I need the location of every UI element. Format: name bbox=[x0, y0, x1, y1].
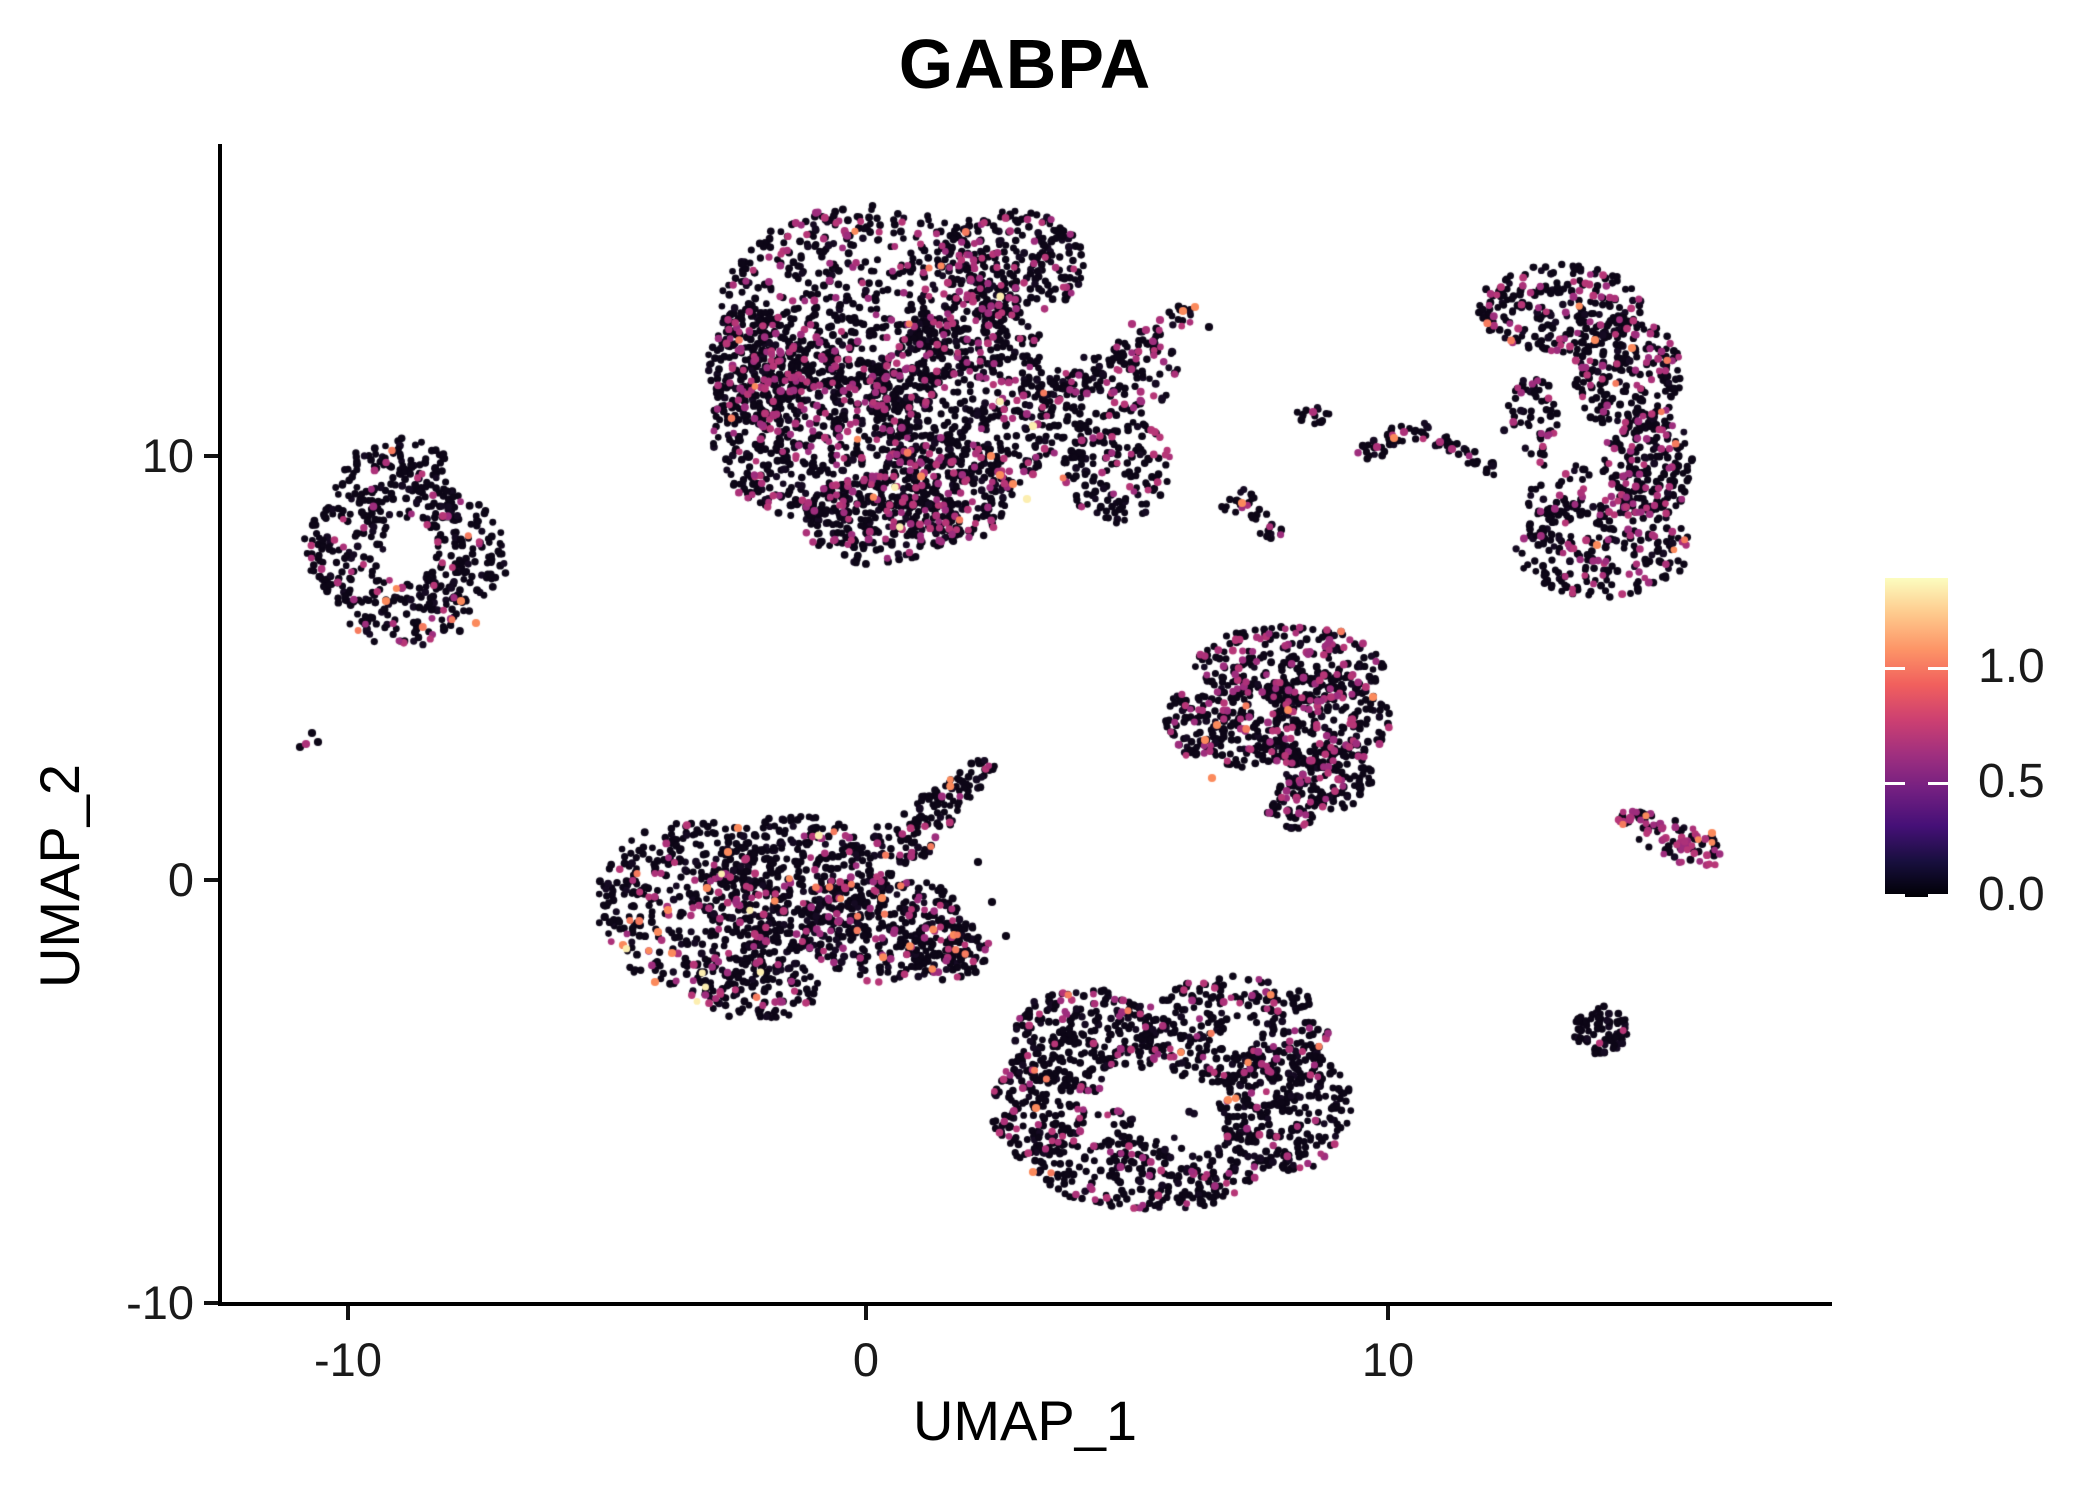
x-tick-mark bbox=[864, 1306, 868, 1320]
y-tick-mark bbox=[204, 454, 218, 458]
y-axis-label: UMAP_2 bbox=[28, 763, 91, 989]
y-tick-mark bbox=[204, 878, 218, 882]
colorbar-tick-mark bbox=[1885, 667, 1905, 670]
colorbar-tick-label: 0.0 bbox=[1978, 868, 2045, 921]
y-tick-label: -10 bbox=[126, 1276, 194, 1329]
x-axis-line bbox=[218, 1302, 1832, 1306]
colorbar-tick-mark bbox=[1928, 667, 1948, 670]
colorbar-tick-mark bbox=[1928, 894, 1948, 897]
colorbar-tick-mark bbox=[1885, 894, 1905, 897]
colorbar-tick-mark bbox=[1885, 782, 1905, 785]
x-tick-mark bbox=[346, 1306, 350, 1320]
x-tick-label: -10 bbox=[314, 1333, 382, 1386]
x-axis-label: UMAP_1 bbox=[912, 1389, 1138, 1452]
plot-title: GABPA bbox=[898, 25, 1152, 103]
colorbar-tick-label: 0.5 bbox=[1978, 755, 2045, 808]
x-tick-label: 0 bbox=[852, 1333, 880, 1386]
x-tick-label: 10 bbox=[1361, 1333, 1415, 1386]
y-tick-label: 10 bbox=[141, 429, 194, 482]
colorbar-tick-label: 1.0 bbox=[1978, 640, 2045, 693]
y-tick-mark bbox=[204, 1301, 218, 1305]
x-tick-mark bbox=[1386, 1306, 1390, 1320]
colorbar-gradient bbox=[1885, 578, 1948, 897]
colorbar-tick-mark bbox=[1928, 782, 1948, 785]
y-axis-line bbox=[218, 144, 222, 1306]
y-tick-label: 0 bbox=[167, 853, 194, 906]
